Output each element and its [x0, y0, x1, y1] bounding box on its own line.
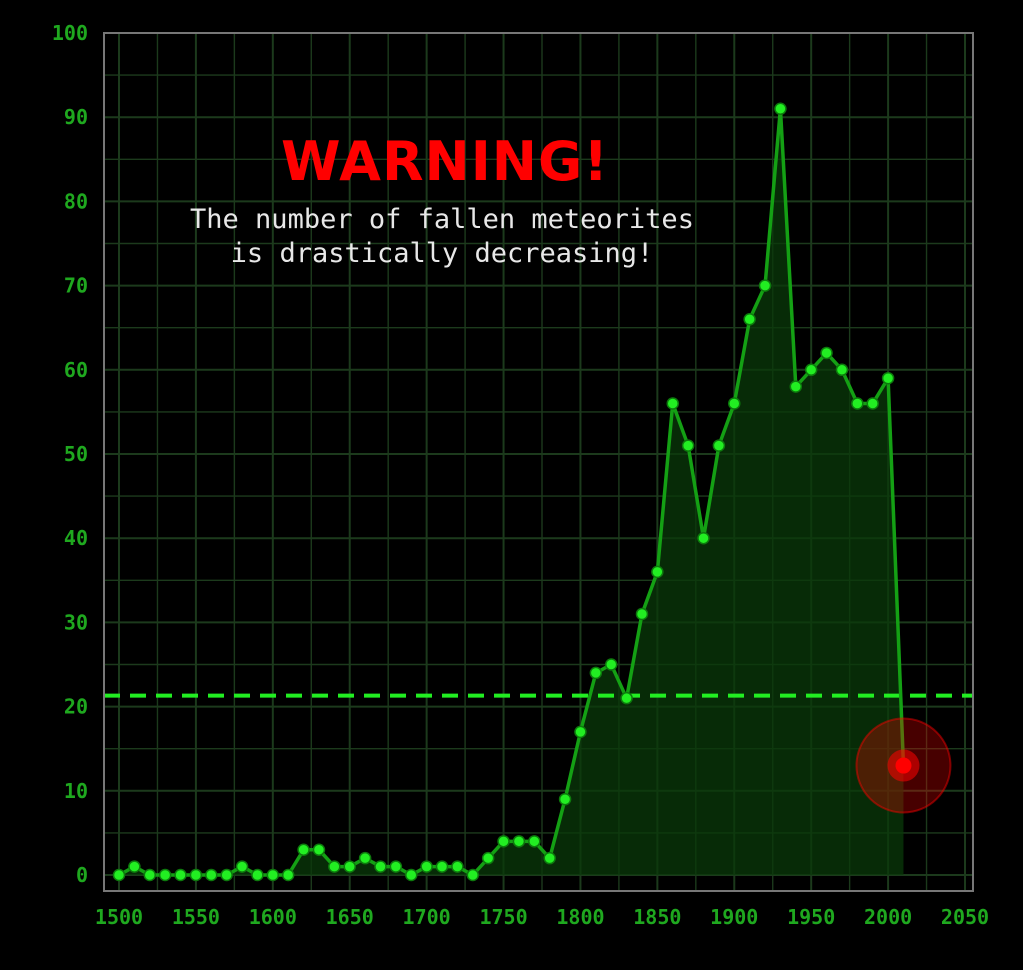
data-point [512, 835, 526, 848]
x-tick-label: 1850 [633, 905, 681, 929]
data-point [328, 860, 341, 873]
data-point [881, 371, 895, 385]
data-point [297, 843, 310, 856]
data-point [635, 607, 649, 621]
y-tick-label: 100 [52, 21, 88, 45]
area-fill [119, 108, 904, 875]
chart-title: WARNING! [281, 130, 609, 193]
data-point [851, 397, 864, 410]
x-tick-label: 1700 [403, 905, 451, 929]
highlight-point [855, 717, 952, 814]
x-tick-label: 1650 [326, 905, 374, 929]
data-point [189, 868, 203, 882]
data-point [251, 868, 264, 882]
x-tick-label: 2050 [941, 905, 989, 929]
y-tick-label: 70 [64, 274, 88, 298]
y-tick-labels: 0 10 20 30 40 50 60 70 80 90 100 [52, 21, 88, 887]
plot-frame [103, 32, 974, 892]
x-tick-label: 1750 [479, 905, 527, 929]
data-point [558, 792, 572, 806]
data-point [651, 565, 664, 579]
data-point [281, 868, 295, 882]
data-point [712, 439, 726, 452]
data-point [589, 666, 603, 680]
x-tick-label: 2000 [864, 905, 912, 929]
data-point [866, 397, 879, 410]
data-point [728, 397, 741, 410]
data-point [774, 102, 787, 116]
data-point [758, 279, 772, 292]
data-point [666, 397, 679, 410]
data-point [820, 346, 833, 360]
data-point [420, 860, 433, 873]
series-line [118, 107, 906, 877]
y-tick-label: 60 [64, 358, 88, 382]
x-tick-label: 1550 [172, 905, 220, 929]
data-point [574, 725, 587, 739]
y-tick-label: 30 [64, 610, 88, 634]
data-point [358, 851, 372, 865]
data-point [481, 851, 495, 865]
data-point [497, 835, 510, 848]
x-tick-label: 1600 [249, 905, 297, 929]
highlight-dot [895, 757, 912, 774]
y-tick-label: 40 [64, 526, 88, 550]
chart-subtitle-line-2: is drastically decreasing! [231, 238, 654, 269]
data-point [789, 380, 803, 393]
data-point [374, 860, 387, 873]
data-point [128, 860, 141, 873]
data-point [235, 860, 249, 873]
data-point [158, 868, 172, 882]
data-point [604, 658, 618, 671]
y-tick-label: 0 [76, 863, 88, 887]
chart-subtitle-line-1: The number of fallen meteorites [190, 204, 694, 235]
x-tick-label: 1500 [95, 905, 143, 929]
data-point [835, 363, 849, 377]
y-tick-label: 80 [64, 189, 88, 213]
data-point [112, 868, 126, 882]
data-point [389, 860, 403, 873]
y-tick-label: 90 [64, 105, 88, 129]
data-point [451, 860, 464, 873]
x-tick-label: 1900 [710, 905, 758, 929]
data-point [205, 868, 218, 882]
data-point [543, 851, 556, 865]
data-point [620, 691, 633, 705]
data-point [697, 531, 710, 545]
data-point [743, 313, 756, 326]
data-point [405, 868, 418, 882]
data-markers [112, 102, 895, 882]
y-tick-label: 10 [64, 779, 88, 803]
data-point [343, 860, 356, 873]
y-tick-label: 20 [64, 695, 88, 719]
data-point [266, 868, 280, 882]
x-tick-label: 1800 [556, 905, 604, 929]
x-tick-label: 1950 [787, 905, 835, 929]
data-point [681, 439, 695, 452]
data-point [220, 868, 233, 882]
data-point [435, 860, 449, 873]
data-point [312, 843, 326, 856]
data-point [143, 868, 157, 882]
data-point [466, 868, 480, 882]
data-point [174, 868, 187, 882]
data-point [528, 835, 541, 848]
data-point [804, 363, 818, 377]
x-tick-labels: 1500 1550 1600 1650 1700 1750 1800 1850 1900 1950… [95, 905, 989, 929]
y-tick-label: 50 [64, 442, 88, 466]
